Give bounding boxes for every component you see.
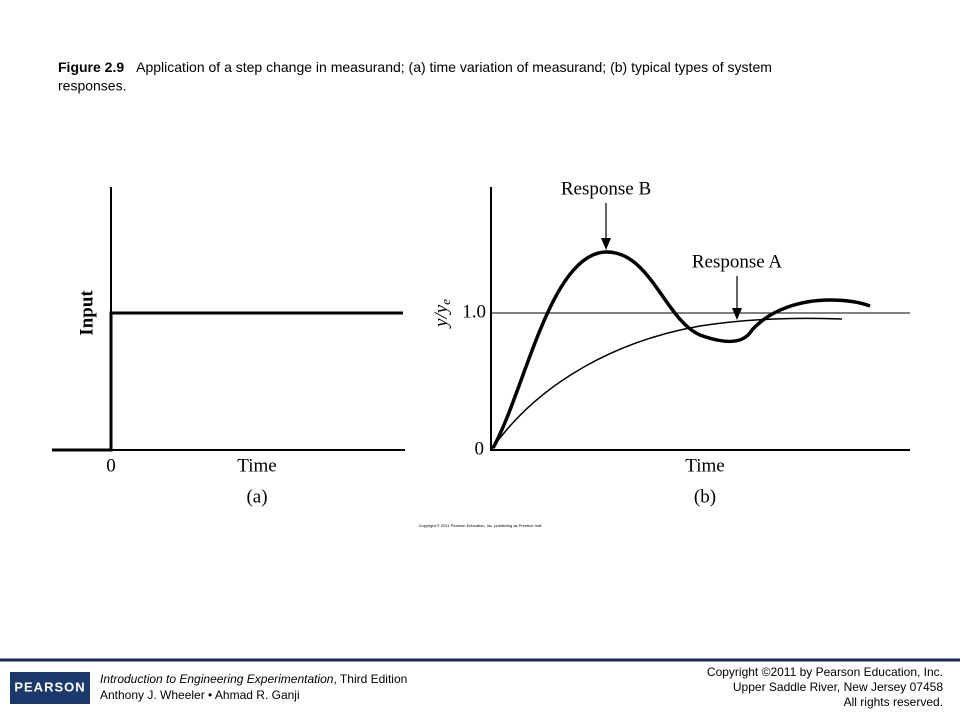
logo [10,672,90,704]
x-axis-label: Time [237,455,276,476]
arrowhead [732,308,742,320]
logo-text: PEARSON [14,679,85,694]
y-axis-label-sub: e [438,299,453,305]
panel-b [490,187,910,451]
book-title-main: Introduction to Engineering Experimentat… [100,672,334,686]
panel-tag: (a) [246,486,267,507]
panel-tag: (b) [694,486,716,507]
annotation: Response A [692,251,783,272]
caption: Figure 2.9 Application of a step change i… [58,59,772,75]
origin-label: 0 [106,455,116,476]
caption-text: responses. [58,78,126,94]
image-credit: Copyright © 2011 Pearson Education, Inc.… [419,523,542,528]
caption-text: Application of a step change in measuran… [136,59,772,75]
copyright: Copyright ©2011 by Pearson Education, In… [707,665,943,679]
x-axis-label: Time [685,455,724,476]
y-tick-label: 0 [475,438,485,459]
annotation: Response B [561,178,651,199]
arrowhead [601,238,611,250]
y-tick-label: 1.0 [462,301,486,322]
panel-a [52,187,405,452]
y-axis-label: y/ye [431,299,453,329]
caption-label: Figure 2.9 [58,59,124,75]
response-a-curve [490,317,843,451]
y-axis-label-main: y/y [431,304,452,329]
response-b-curve [491,250,871,449]
authors: Anthony J. Wheeler • Ahmad R. Ganji [100,688,300,702]
step-input [52,311,403,452]
copyright: Upper Saddle River, New Jersey 07458 [733,680,943,694]
book-title: Introduction to Engineering Experimentat… [100,672,407,686]
book-edition: , Third Edition [333,672,407,686]
y-axis-label: Input [76,290,97,336]
copyright: All rights reserved. [844,695,943,709]
